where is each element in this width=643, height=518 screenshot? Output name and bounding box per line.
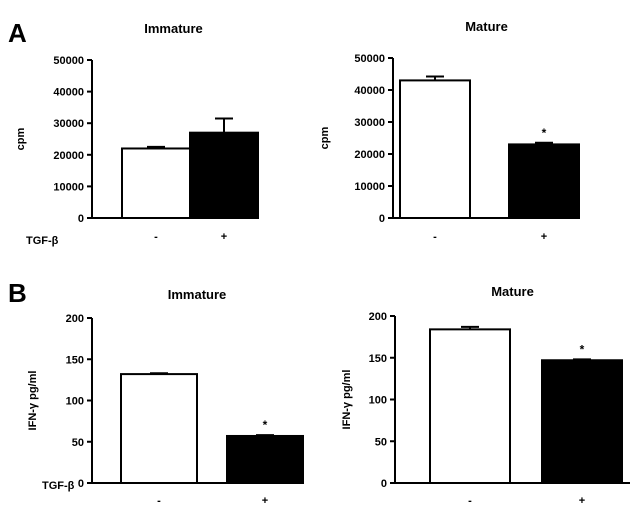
y-tick-label: 150 [369,353,387,365]
bar [189,131,259,219]
chart-title: Mature [491,284,534,299]
bar [120,373,198,485]
y-tick-label: 100 [369,395,387,407]
chart-4: Mature 0 50 100 150 200 IFN-γ pg/ml - * + [341,284,630,507]
y-tick-label: 200 [66,313,84,325]
x-tick-label: + [541,231,547,243]
y-tick-label: 10000 [53,181,84,193]
y-tick-label: 50 [72,437,84,449]
y-tick-label: 30000 [354,117,385,129]
y-tick-label: 200 [369,311,387,323]
y-tick-label: 50000 [53,55,84,67]
x-tick-label: - [154,231,158,243]
y-tick-label: 0 [379,213,385,225]
y-axis-label: cpm [15,127,27,150]
y-tick-label: 10000 [354,181,385,193]
x-tick-label: - [468,495,472,507]
y-tick-label: 40000 [53,87,84,99]
panel-letter-a: A [8,18,27,48]
chart-1: Immature 0 10000 20000 30000 40000 50000 cpm - + [15,21,259,243]
x-tick-label: + [262,495,268,507]
chart-3: Immature 0 50 100 150 200 IFN-γ pg/ml - * + [27,287,304,507]
y-tick-label: 30000 [53,118,84,130]
x-tick-label: + [579,495,585,507]
y-axis-label: IFN-γ pg/ml [341,370,353,430]
chart-title: Immature [168,287,227,302]
y-tick-label: 0 [381,478,387,490]
significance-marker: * [580,342,585,356]
chart-title: Immature [144,21,203,36]
chart-title: Mature [465,19,508,34]
y-tick-label: 20000 [53,150,84,162]
x-tick-label: + [221,231,227,243]
bar [226,434,304,485]
bar [541,359,623,485]
x-tick-label: - [433,231,437,243]
y-tick-label: 0 [78,478,84,490]
y-axis-label: IFN-γ pg/ml [27,371,39,431]
y-axis-label: cpm [319,126,331,149]
y-tick-label: 20000 [354,149,385,161]
bar [121,147,191,219]
y-tick-label: 0 [78,213,84,225]
bar [429,328,511,484]
y-tick-label: 50000 [354,53,385,65]
tgf-beta-label-b: TGF-β [42,480,75,492]
bar [508,143,580,219]
panel-letter-b: B [8,278,27,308]
y-tick-label: 100 [66,396,84,408]
y-tick-label: 150 [66,354,84,366]
chart-2: Mature 0 10000 20000 30000 40000 50000 cpm - * + [319,19,580,243]
y-tick-label: 40000 [354,85,385,97]
significance-marker: * [263,418,268,432]
tgf-beta-label-a: TGF-β [26,235,59,247]
bar [399,79,471,220]
significance-marker: * [542,126,547,140]
x-tick-label: - [157,495,161,507]
y-tick-label: 50 [375,436,387,448]
